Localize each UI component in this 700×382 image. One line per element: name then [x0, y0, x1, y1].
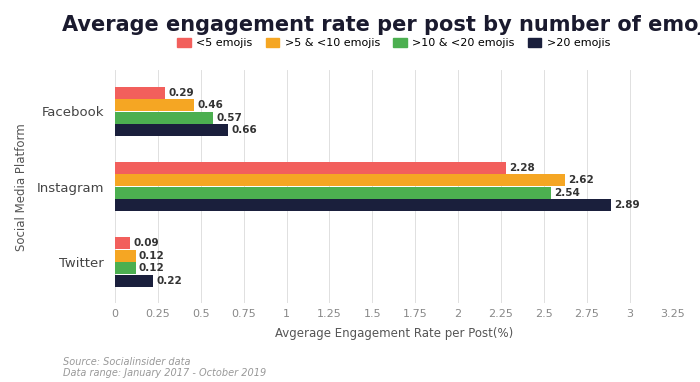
Text: 2.54: 2.54 — [554, 188, 580, 198]
Bar — [115, 124, 228, 136]
Text: 0.29: 0.29 — [168, 88, 194, 98]
Bar — [115, 237, 130, 249]
Bar — [115, 187, 551, 199]
Bar — [115, 275, 153, 286]
Text: 0.66: 0.66 — [232, 125, 258, 135]
Bar — [115, 87, 164, 99]
Bar — [115, 99, 194, 111]
Bar — [115, 175, 564, 186]
Text: 0.57: 0.57 — [216, 113, 242, 123]
Bar — [115, 262, 136, 274]
Bar — [115, 250, 136, 262]
Bar — [115, 199, 611, 211]
Bar — [115, 112, 213, 123]
Text: 0.12: 0.12 — [139, 263, 164, 273]
Text: Source: Socialinsider data
Data range: January 2017 - October 2019: Source: Socialinsider data Data range: J… — [63, 356, 266, 378]
Bar — [115, 162, 506, 174]
Legend: <5 emojis, >5 & <10 emojis, >10 & <20 emojis, >20 emojis: <5 emojis, >5 & <10 emojis, >10 & <20 em… — [173, 33, 615, 53]
X-axis label: Avgerage Engagement Rate per Post(%): Avgerage Engagement Rate per Post(%) — [274, 327, 513, 340]
Text: 2.62: 2.62 — [568, 175, 594, 185]
Text: 0.22: 0.22 — [156, 275, 182, 286]
Title: Average engagement rate per post by number of emojis: Average engagement rate per post by numb… — [62, 15, 700, 35]
Text: 2.89: 2.89 — [615, 200, 640, 210]
Text: 2.28: 2.28 — [510, 163, 536, 173]
Y-axis label: Social Media Platform: Social Media Platform — [15, 123, 28, 251]
Text: 0.12: 0.12 — [139, 251, 164, 261]
Text: 0.09: 0.09 — [134, 238, 160, 248]
Text: 0.46: 0.46 — [197, 100, 223, 110]
